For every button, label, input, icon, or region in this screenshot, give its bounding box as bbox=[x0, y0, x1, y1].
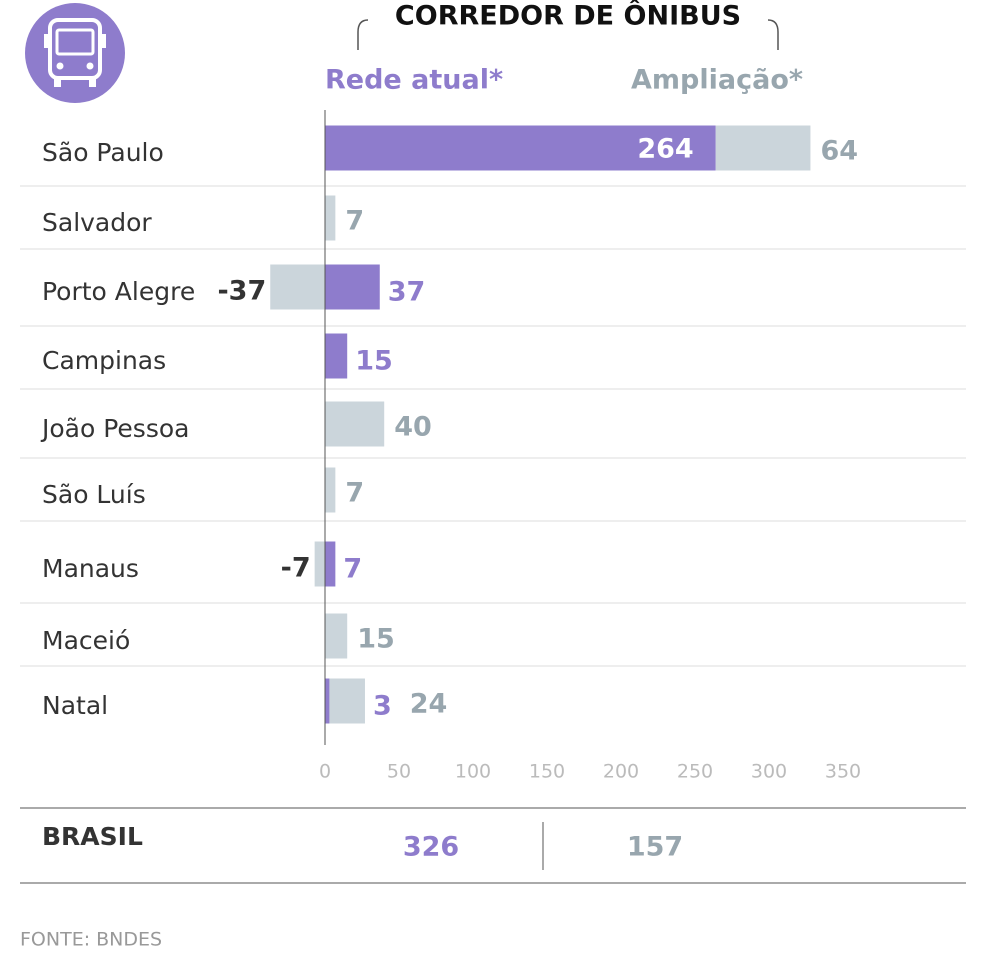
category-label: Manaus bbox=[42, 554, 139, 583]
data-label: 7 bbox=[345, 478, 364, 509]
bar bbox=[325, 125, 716, 171]
bus-icon bbox=[25, 3, 125, 103]
bar bbox=[325, 678, 330, 724]
bar bbox=[325, 401, 385, 447]
category-label: Campinas bbox=[42, 346, 166, 375]
bracket bbox=[767, 19, 779, 50]
data-label: 7 bbox=[345, 206, 364, 237]
data-label: 15 bbox=[355, 346, 393, 377]
data-label: -7 bbox=[281, 553, 311, 584]
bar bbox=[314, 541, 325, 587]
bar bbox=[325, 264, 380, 310]
data-label: 24 bbox=[410, 689, 448, 720]
category-label: Salvador bbox=[42, 208, 152, 237]
bar bbox=[325, 467, 336, 513]
data-label: 37 bbox=[388, 277, 426, 308]
data-label: -37 bbox=[217, 276, 266, 307]
category-label: Maceió bbox=[42, 626, 130, 655]
x-tick-label: 50 bbox=[387, 761, 411, 783]
x-tick-label: 150 bbox=[529, 761, 565, 783]
bar bbox=[325, 195, 336, 241]
x-tick-label: 350 bbox=[825, 761, 861, 783]
legend-entry: Rede atual* bbox=[325, 65, 503, 96]
category-label: São Paulo bbox=[42, 138, 164, 167]
x-tick-label: 0 bbox=[319, 761, 331, 783]
data-label: 3 bbox=[373, 691, 392, 722]
bar bbox=[715, 125, 811, 171]
bar bbox=[325, 613, 348, 659]
category-label: João Pessoa bbox=[40, 414, 189, 443]
category-label: Porto Alegre bbox=[42, 277, 195, 306]
chart-title: CORREDOR DE ÔNIBUS bbox=[395, 0, 741, 32]
data-label: 40 bbox=[394, 412, 432, 443]
data-label: 7 bbox=[343, 554, 362, 585]
legend-entry: Ampliação* bbox=[631, 65, 803, 96]
source: FONTE: BNDES bbox=[20, 929, 162, 951]
x-tick-label: 250 bbox=[677, 761, 713, 783]
category-label: São Luís bbox=[42, 480, 146, 509]
x-tick-label: 200 bbox=[603, 761, 639, 783]
x-tick-label: 300 bbox=[751, 761, 787, 783]
bracket bbox=[357, 19, 369, 50]
bar bbox=[329, 678, 365, 724]
bar bbox=[270, 264, 325, 310]
total-label: BRASIL bbox=[42, 822, 143, 851]
data-label: 15 bbox=[357, 624, 395, 655]
total-value: 326 bbox=[403, 832, 459, 863]
bar bbox=[325, 541, 336, 587]
bar bbox=[325, 333, 348, 379]
data-label: 264 bbox=[637, 134, 693, 165]
data-label: 64 bbox=[820, 136, 858, 167]
category-label: Natal bbox=[42, 691, 108, 720]
total-value: 157 bbox=[627, 832, 683, 863]
x-tick-label: 100 bbox=[455, 761, 491, 783]
